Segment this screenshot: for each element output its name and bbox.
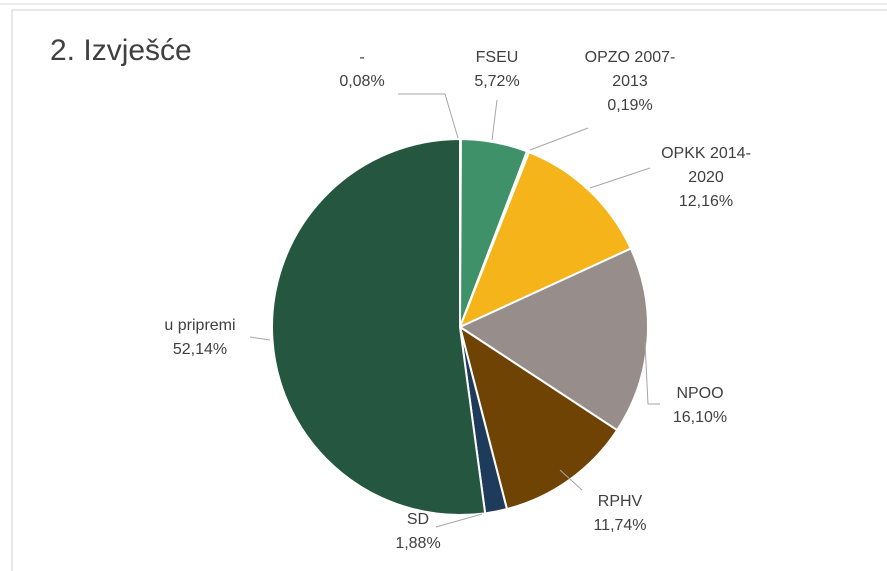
- slice-value-label: 0,08%: [339, 73, 385, 90]
- pie-slice: [457, 247, 649, 432]
- leader-line: [435, 513, 483, 528]
- pie-slice: [271, 137, 487, 516]
- slice-value-label: 16,10%: [672, 409, 728, 426]
- leader-line: [491, 99, 498, 141]
- leader-line: [644, 341, 660, 405]
- slice-label: NPOO: [676, 385, 724, 402]
- slice-value-label: 52,14%: [172, 341, 228, 358]
- slice-value-label: 11,74%: [593, 517, 647, 534]
- slice-value-label: 0,19%: [607, 97, 653, 114]
- chart-title: 2. Izvješće: [50, 34, 192, 67]
- slice-value-label: 5,72%: [474, 73, 520, 90]
- slice-label: OPKK 2014-2020: [661, 145, 751, 186]
- slice-value-label: 12,16%: [678, 193, 734, 210]
- leader-line: [589, 167, 651, 189]
- slice-label: u pripremi: [164, 317, 236, 334]
- slice-label: SD: [406, 511, 430, 528]
- pie-slice: [458, 324, 619, 511]
- slice-label: -: [359, 49, 365, 66]
- chart-frame: [11, 9, 887, 571]
- leader-line: [529, 127, 589, 151]
- slice-value-label: 1,88%: [395, 535, 441, 552]
- slice-label: FSEU: [475, 49, 519, 66]
- slice-label: OPZO 2007-2013: [584, 49, 676, 90]
- slice-label: RPHV: [597, 493, 643, 510]
- leader-line: [559, 469, 583, 491]
- pie-slice: [458, 150, 633, 329]
- leader-line: [398, 93, 459, 139]
- leader-line: [249, 336, 271, 341]
